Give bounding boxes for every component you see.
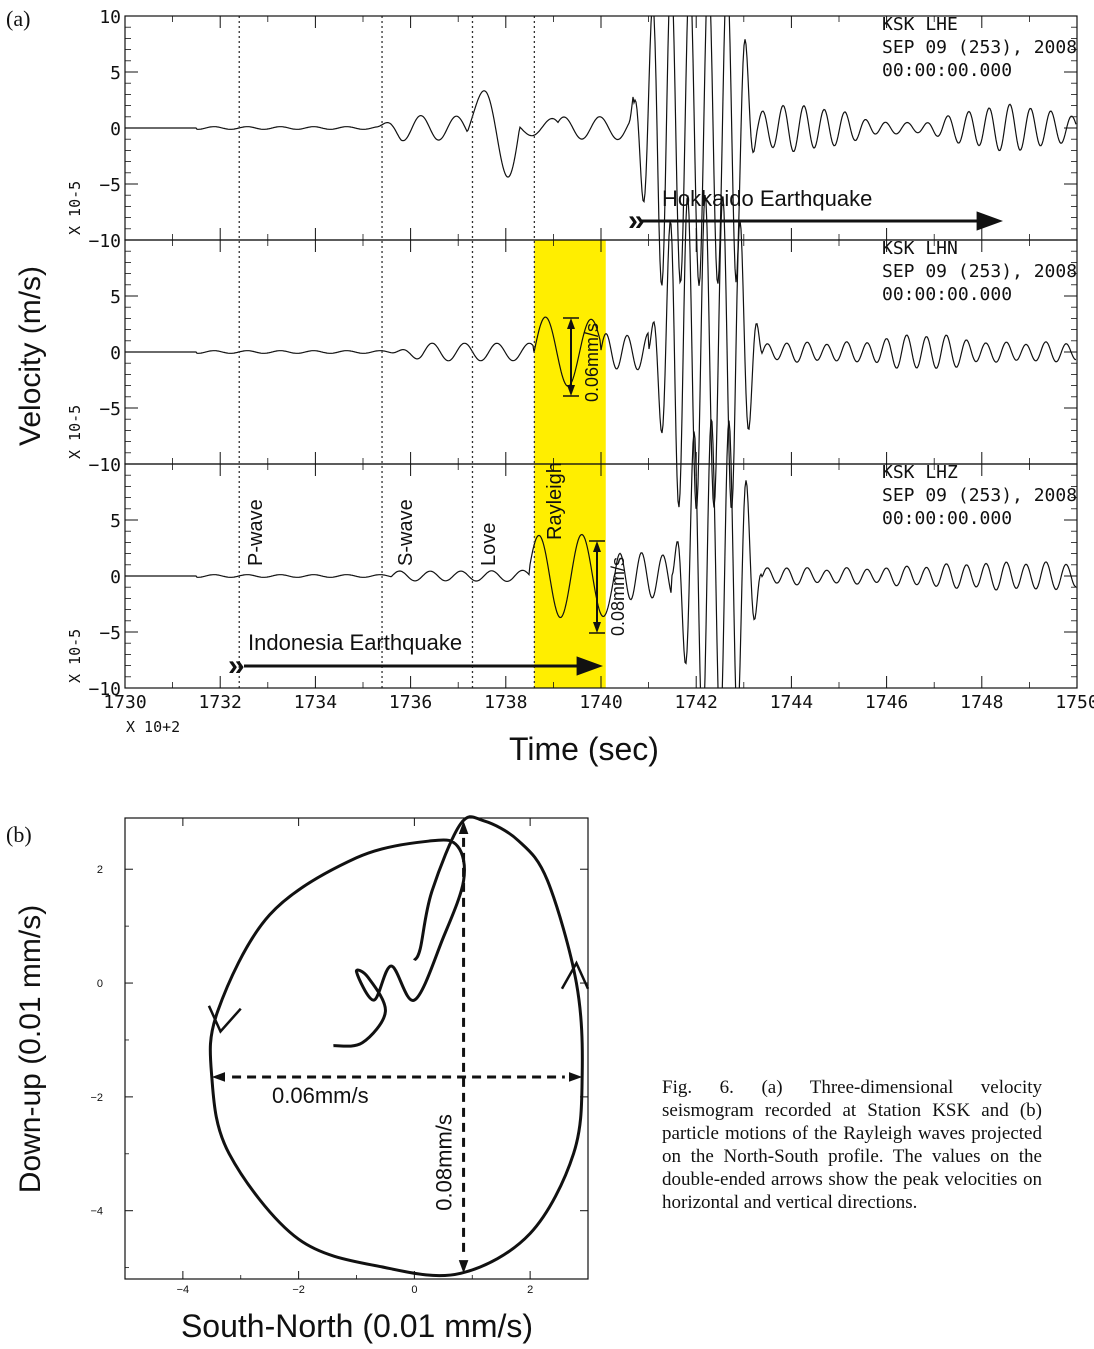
pm-y-tick-label: −4 (90, 1206, 103, 1218)
phase-label-p: P-wave (245, 499, 267, 566)
y-tick-label: 5 (110, 511, 121, 532)
traces-group (125, 16, 1077, 688)
station-label: KSK LHN (882, 238, 958, 259)
pm-x-tick-label: −4 (177, 1284, 190, 1296)
vertical-amp-label: 0.08mm/s (432, 1114, 457, 1211)
particle-motion-panel: −4 −2 0 2 −4 −2 0 2 0.06mm/s 0.08mm/s (90, 815, 590, 1296)
station-label: KSK LHE (882, 14, 958, 35)
panel-b-label: (b) (6, 822, 32, 847)
y-tick-label: −5 (99, 399, 121, 420)
figure-caption: Fig. 6. (a) Three-dimensional velocity s… (662, 1077, 1042, 1213)
horizontal-amp-arrow-right (569, 1072, 583, 1082)
x-tick-label: 1736 (389, 692, 432, 713)
x-tick-label: 1734 (294, 692, 337, 713)
hokkaido-arrow-head (976, 211, 1003, 231)
pm-x-tick-label: −2 (292, 1284, 305, 1296)
x-tick-label: 1732 (199, 692, 242, 713)
y-tick-label: 0 (110, 343, 121, 364)
vertical-amp-arrow-top (458, 820, 469, 835)
date-label: SEP 09 (253), 2008 (882, 261, 1077, 282)
indonesia-arrow-head (576, 656, 603, 676)
y-scale-label: X 10-5 (66, 405, 84, 459)
y-tick-label: −5 (99, 175, 121, 196)
x-tick-label: 1748 (960, 692, 1003, 713)
date-label: SEP 09 (253), 2008 (882, 37, 1077, 58)
x-tick-label: 1740 (579, 692, 622, 713)
seismogram-trace-ksk-lhe (125, 16, 1077, 286)
x-tick-label: 1738 (484, 692, 527, 713)
y-tick-label: 0 (110, 119, 121, 140)
lhz-amp-label: 0.08mm/s (608, 557, 628, 636)
horizontal-amp-arrow-left (211, 1072, 226, 1082)
pm-y-tick-label: 2 (97, 864, 103, 876)
time-label: 00:00:00.000 (882, 284, 1012, 305)
pm-y-tick-label: −2 (90, 1092, 103, 1104)
x-tick-label: 1742 (675, 692, 718, 713)
pm-x-tick-label: 0 (411, 1284, 417, 1296)
lhz-amp-arrow-bottom (593, 622, 601, 633)
phase-label-s: S-wave (395, 499, 417, 566)
y-tick-label: 0 (110, 567, 121, 588)
y-tick-label: −10 (88, 455, 121, 476)
x-tick-label: 1750 (1055, 692, 1094, 713)
y-scale-label: X 10-5 (66, 629, 84, 683)
panel-b-ylabel: Down-up (0.01 mm/s) (14, 905, 47, 1193)
lhn-amp-arrow-top (567, 318, 575, 329)
hokkaido-start-mark: » (628, 204, 645, 237)
time-label: 00:00:00.000 (882, 60, 1012, 81)
pm-x-tick-label: 2 (527, 1284, 533, 1296)
y-tick-label: 10 (99, 7, 121, 28)
indonesia-start-mark: » (228, 649, 245, 682)
panel-a-label: (a) (6, 6, 30, 31)
panel-b-xlabel: South-North (0.01 mm/s) (181, 1308, 533, 1344)
y-scale-label: X 10-5 (66, 181, 84, 235)
direction-chevron-right (560, 960, 590, 990)
date-label: SEP 09 (253), 2008 (882, 485, 1077, 506)
particle-motion-path (208, 815, 584, 1278)
lhz-amp-arrow-top (593, 541, 601, 552)
direction-chevron-left (207, 1005, 242, 1034)
lhn-amp-label: 0.06mm/s (582, 323, 602, 402)
horizontal-amp-label: 0.06mm/s (272, 1083, 369, 1108)
panel-a-ylabel: Velocity (m/s) (14, 266, 47, 446)
x-tick-label: 1746 (865, 692, 908, 713)
phase-label-rayleigh: Rayleigh (544, 462, 566, 540)
time-label: 00:00:00.000 (882, 508, 1012, 529)
vertical-amp-arrow-bottom (458, 1260, 469, 1274)
pm-y-tick-label: 0 (97, 978, 103, 990)
y-tick-label: −10 (88, 679, 121, 700)
y-tick-label: 5 (110, 63, 121, 84)
y-tick-label: −10 (88, 231, 121, 252)
x-scale-label: X 10+2 (126, 718, 180, 736)
particle-frame (124, 817, 589, 1280)
indonesia-label: Indonesia Earthquake (248, 630, 462, 655)
seismogram-trace-ksk-lhz (125, 418, 1077, 688)
x-tick-label: 1744 (770, 692, 813, 713)
station-label: KSK LHZ (882, 462, 958, 483)
seismogram-trace-ksk-lhn (125, 195, 1077, 509)
hokkaido-label: Hokkaido Earthquake (662, 186, 872, 211)
panel-a-xlabel: Time (sec) (509, 731, 659, 767)
x-tick-label: 1730 (103, 692, 146, 713)
y-tick-label: 5 (110, 287, 121, 308)
phase-label-love: Love (478, 523, 500, 566)
y-tick-label: −5 (99, 623, 121, 644)
lhn-amp-arrow-bottom (567, 385, 575, 396)
